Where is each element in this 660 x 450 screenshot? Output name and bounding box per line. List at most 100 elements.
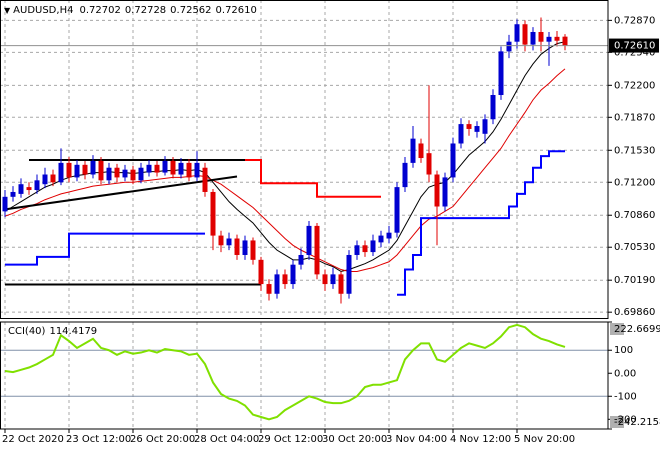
y-tick-label: 0.72540: [614, 47, 655, 58]
candle-body: [522, 24, 528, 45]
cci-range-box: [610, 323, 624, 335]
candle-body: [242, 240, 248, 255]
y-tick-label: 0.70530: [614, 242, 655, 253]
x-tick-label: 28 Oct 04:00: [194, 434, 259, 445]
candle-body: [450, 143, 456, 178]
candle-body: [546, 36, 552, 42]
candle-body: [394, 187, 400, 233]
candle-body: [378, 235, 384, 243]
y-tick-label: 0.71870: [614, 112, 655, 123]
candle-body: [474, 126, 480, 132]
candle-body: [154, 164, 160, 173]
trendline: [4, 175, 238, 211]
candle-body: [58, 162, 64, 183]
candle-body: [530, 31, 536, 45]
candle-body: [98, 160, 104, 181]
candle-body: [298, 254, 304, 265]
y-tick-label: 0.71530: [614, 145, 655, 156]
candle-body: [338, 274, 344, 294]
candle-body: [66, 162, 72, 178]
candle-body: [178, 162, 184, 175]
x-tick-label: 5 Nov 20:00: [514, 434, 575, 445]
candle-body: [554, 36, 560, 41]
candle-body: [506, 41, 512, 52]
candle-body: [514, 24, 520, 42]
x-tick-label: 30 Oct 20:00: [322, 434, 387, 445]
candle-body: [362, 245, 368, 253]
candle-body: [122, 169, 128, 178]
header-close: 0.72610: [216, 5, 257, 16]
y-tick-label: 0.72200: [614, 80, 655, 91]
candle-body: [82, 164, 88, 175]
candle-body: [26, 187, 32, 191]
cci-pane-frame: [0, 321, 609, 430]
y-tick-label: 0.70860: [614, 210, 655, 221]
candle-body: [106, 167, 112, 181]
candle-body: [370, 240, 376, 253]
candle-body: [50, 174, 56, 183]
candle-body: [90, 160, 96, 175]
y-tick-label: -200: [614, 414, 637, 425]
cci-range-box: [610, 416, 624, 428]
candle-body: [146, 164, 152, 173]
candle-body: [466, 124, 472, 129]
moving-average: [4, 68, 566, 272]
current-price-label: 0.72610: [614, 41, 655, 52]
candle-body: [114, 167, 120, 178]
header-open: 0.72702: [79, 5, 120, 16]
candle-body: [218, 235, 224, 246]
candle-body: [250, 240, 256, 260]
candle-body: [562, 36, 568, 46]
candle-body: [74, 164, 80, 178]
candle-body: [194, 162, 200, 178]
candle-body: [138, 167, 144, 181]
x-tick-label: 23 Oct 12:00: [66, 434, 131, 445]
candle-body: [234, 238, 240, 255]
candle-body: [186, 162, 192, 178]
candle-body: [418, 143, 424, 159]
menu-arrow: ▼: [4, 6, 11, 15]
candle-body: [130, 169, 136, 181]
candle-body: [434, 174, 440, 207]
candle-body: [274, 274, 280, 294]
cci-line: [4, 323, 566, 421]
x-tick-label: 4 Nov 12:00: [450, 434, 511, 445]
candle-body: [266, 284, 272, 294]
candle-body: [354, 245, 360, 255]
candle-body: [258, 259, 264, 285]
header-low: 0.72562: [170, 5, 211, 16]
y-tick-label: -242.2158: [614, 417, 660, 428]
candle-body: [282, 274, 288, 285]
cci-last: 114.4179: [49, 326, 97, 337]
current-price-box: [609, 38, 659, 53]
candle-body: [410, 138, 416, 163]
candle-body: [458, 124, 464, 144]
candle-body: [314, 225, 320, 275]
candle-body: [226, 238, 232, 246]
symbol: AUDUSD,H4: [13, 5, 73, 16]
candle-body: [42, 174, 48, 185]
candle-body: [426, 153, 432, 175]
y-tick-label: 0.69860: [614, 307, 655, 318]
candle-body: [402, 162, 408, 188]
x-tick-label: 22 Oct 2020: [2, 434, 64, 445]
candle-body: [18, 184, 24, 194]
y-tick-label: 222.6699: [614, 324, 660, 335]
x-tick-label: 29 Oct 12:00: [258, 434, 323, 445]
channel-line: [5, 150, 565, 296]
price-pane-frame: [0, 0, 609, 319]
moving-average: [4, 41, 566, 272]
candle-body: [442, 177, 448, 207]
x-tick-label: 26 Oct 20:00: [130, 434, 195, 445]
candle-body: [2, 196, 8, 212]
candle-body: [386, 232, 392, 239]
y-tick-label: 0.70190: [614, 275, 655, 286]
cci-name: CCI(40): [8, 326, 46, 337]
header: ▼ AUDUSD,H4 0.72702 0.72728 0.72562 0.72610: [4, 5, 257, 16]
candle-body: [34, 180, 40, 191]
candle-body: [498, 51, 504, 96]
header-high: 0.72728: [125, 5, 166, 16]
candle-body: [482, 119, 488, 134]
